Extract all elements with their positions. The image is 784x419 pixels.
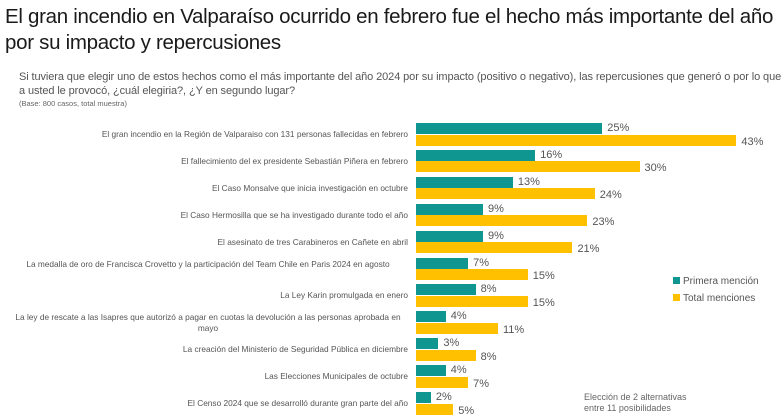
data-label: 5% xyxy=(458,404,475,417)
data-label: 3% xyxy=(443,337,460,350)
data-label: 16% xyxy=(540,148,563,161)
data-label: 4% xyxy=(450,310,467,323)
bar-primera-mencion xyxy=(416,257,469,269)
category-label: El Caso Monsalve que inicia investigació… xyxy=(211,182,408,193)
category-label: Las Elecciones Municipales de octubre xyxy=(264,371,408,382)
bar-total-menciones xyxy=(416,161,640,173)
data-label: 21% xyxy=(577,243,600,256)
bar-total-menciones xyxy=(416,403,454,415)
data-label: 25% xyxy=(607,122,630,134)
category-label: La creación del Ministerio de Seguridad … xyxy=(182,344,408,355)
data-label: 30% xyxy=(644,162,667,175)
data-label: 8% xyxy=(480,350,497,363)
data-label: 9% xyxy=(488,229,504,242)
legend-swatch-teal xyxy=(673,277,680,284)
category-label: El Censo 2024 que se desarrolló durante … xyxy=(187,398,408,408)
legend-label: Primera mención xyxy=(683,276,759,287)
bar-total-menciones xyxy=(416,188,595,200)
bar-total-menciones xyxy=(416,322,498,334)
choice-note-line: Elección de 2 alternativas xyxy=(584,392,687,402)
bar-total-menciones xyxy=(416,134,737,146)
survey-question: Si tuviera que elegir uno de estos hecho… xyxy=(19,71,782,97)
bar-total-menciones xyxy=(416,349,476,361)
bar-total-menciones xyxy=(416,295,528,307)
bar-total-menciones xyxy=(416,215,588,227)
data-label: 13% xyxy=(517,175,540,188)
bar-primera-mencion xyxy=(416,311,446,323)
data-label: 2% xyxy=(435,391,452,403)
category-label: El Caso Hermosilla que se ha investigado… xyxy=(180,209,408,220)
bar-total-menciones xyxy=(416,376,469,388)
data-label: 15% xyxy=(532,270,555,282)
bar-primera-mencion xyxy=(416,284,476,296)
page-title: El gran incendio en Valparaíso ocurrido … xyxy=(5,5,774,54)
sample-base: (Base: 800 casos, total muestra) xyxy=(19,99,127,108)
bar-primera-mencion xyxy=(416,365,446,377)
category-label: La ley de rescate a las Isapres que auto… xyxy=(15,312,401,333)
data-label: 24% xyxy=(599,189,622,202)
category-label: La medalla de oro de Francisca Crovetto … xyxy=(26,258,390,269)
category-label: El fallecimiento del ex presidente Sebas… xyxy=(181,155,408,166)
bar-primera-mencion xyxy=(416,149,536,161)
data-label: 8% xyxy=(480,283,497,296)
category-label: La Ley Karin promulgada en enero xyxy=(280,290,408,301)
legend-item-total: Total menciones xyxy=(673,293,755,305)
data-label: 11% xyxy=(502,323,525,336)
data-label: 7% xyxy=(473,377,490,390)
legend-swatch-yellow xyxy=(673,294,680,301)
data-label: 7% xyxy=(473,256,490,269)
bar-primera-mencion xyxy=(416,176,513,188)
bar-primera-mencion xyxy=(416,230,484,242)
data-label: 9% xyxy=(488,202,504,215)
data-label: 23% xyxy=(592,216,615,229)
bar-primera-mencion xyxy=(416,392,431,403)
bar-primera-mencion xyxy=(416,338,439,350)
category-label: El asesinato de tres Carabineros en Cañe… xyxy=(217,236,408,247)
bar-total-menciones xyxy=(416,269,528,280)
bar-primera-mencion xyxy=(416,203,484,215)
choice-note-line: entre 11 posibilidades xyxy=(584,403,671,413)
data-label: 43% xyxy=(741,135,764,148)
bar-total-menciones xyxy=(416,242,573,254)
category-label: El gran incendio en la Región de Valpara… xyxy=(101,129,408,139)
data-label: 4% xyxy=(450,364,467,377)
legend-item-primera: Primera mención xyxy=(673,276,759,288)
bar-primera-mencion xyxy=(416,123,603,134)
data-label: 15% xyxy=(532,296,555,309)
choice-note: Elección de 2 alternativas entre 11 posi… xyxy=(584,392,687,414)
legend-label: Total menciones xyxy=(683,293,756,304)
